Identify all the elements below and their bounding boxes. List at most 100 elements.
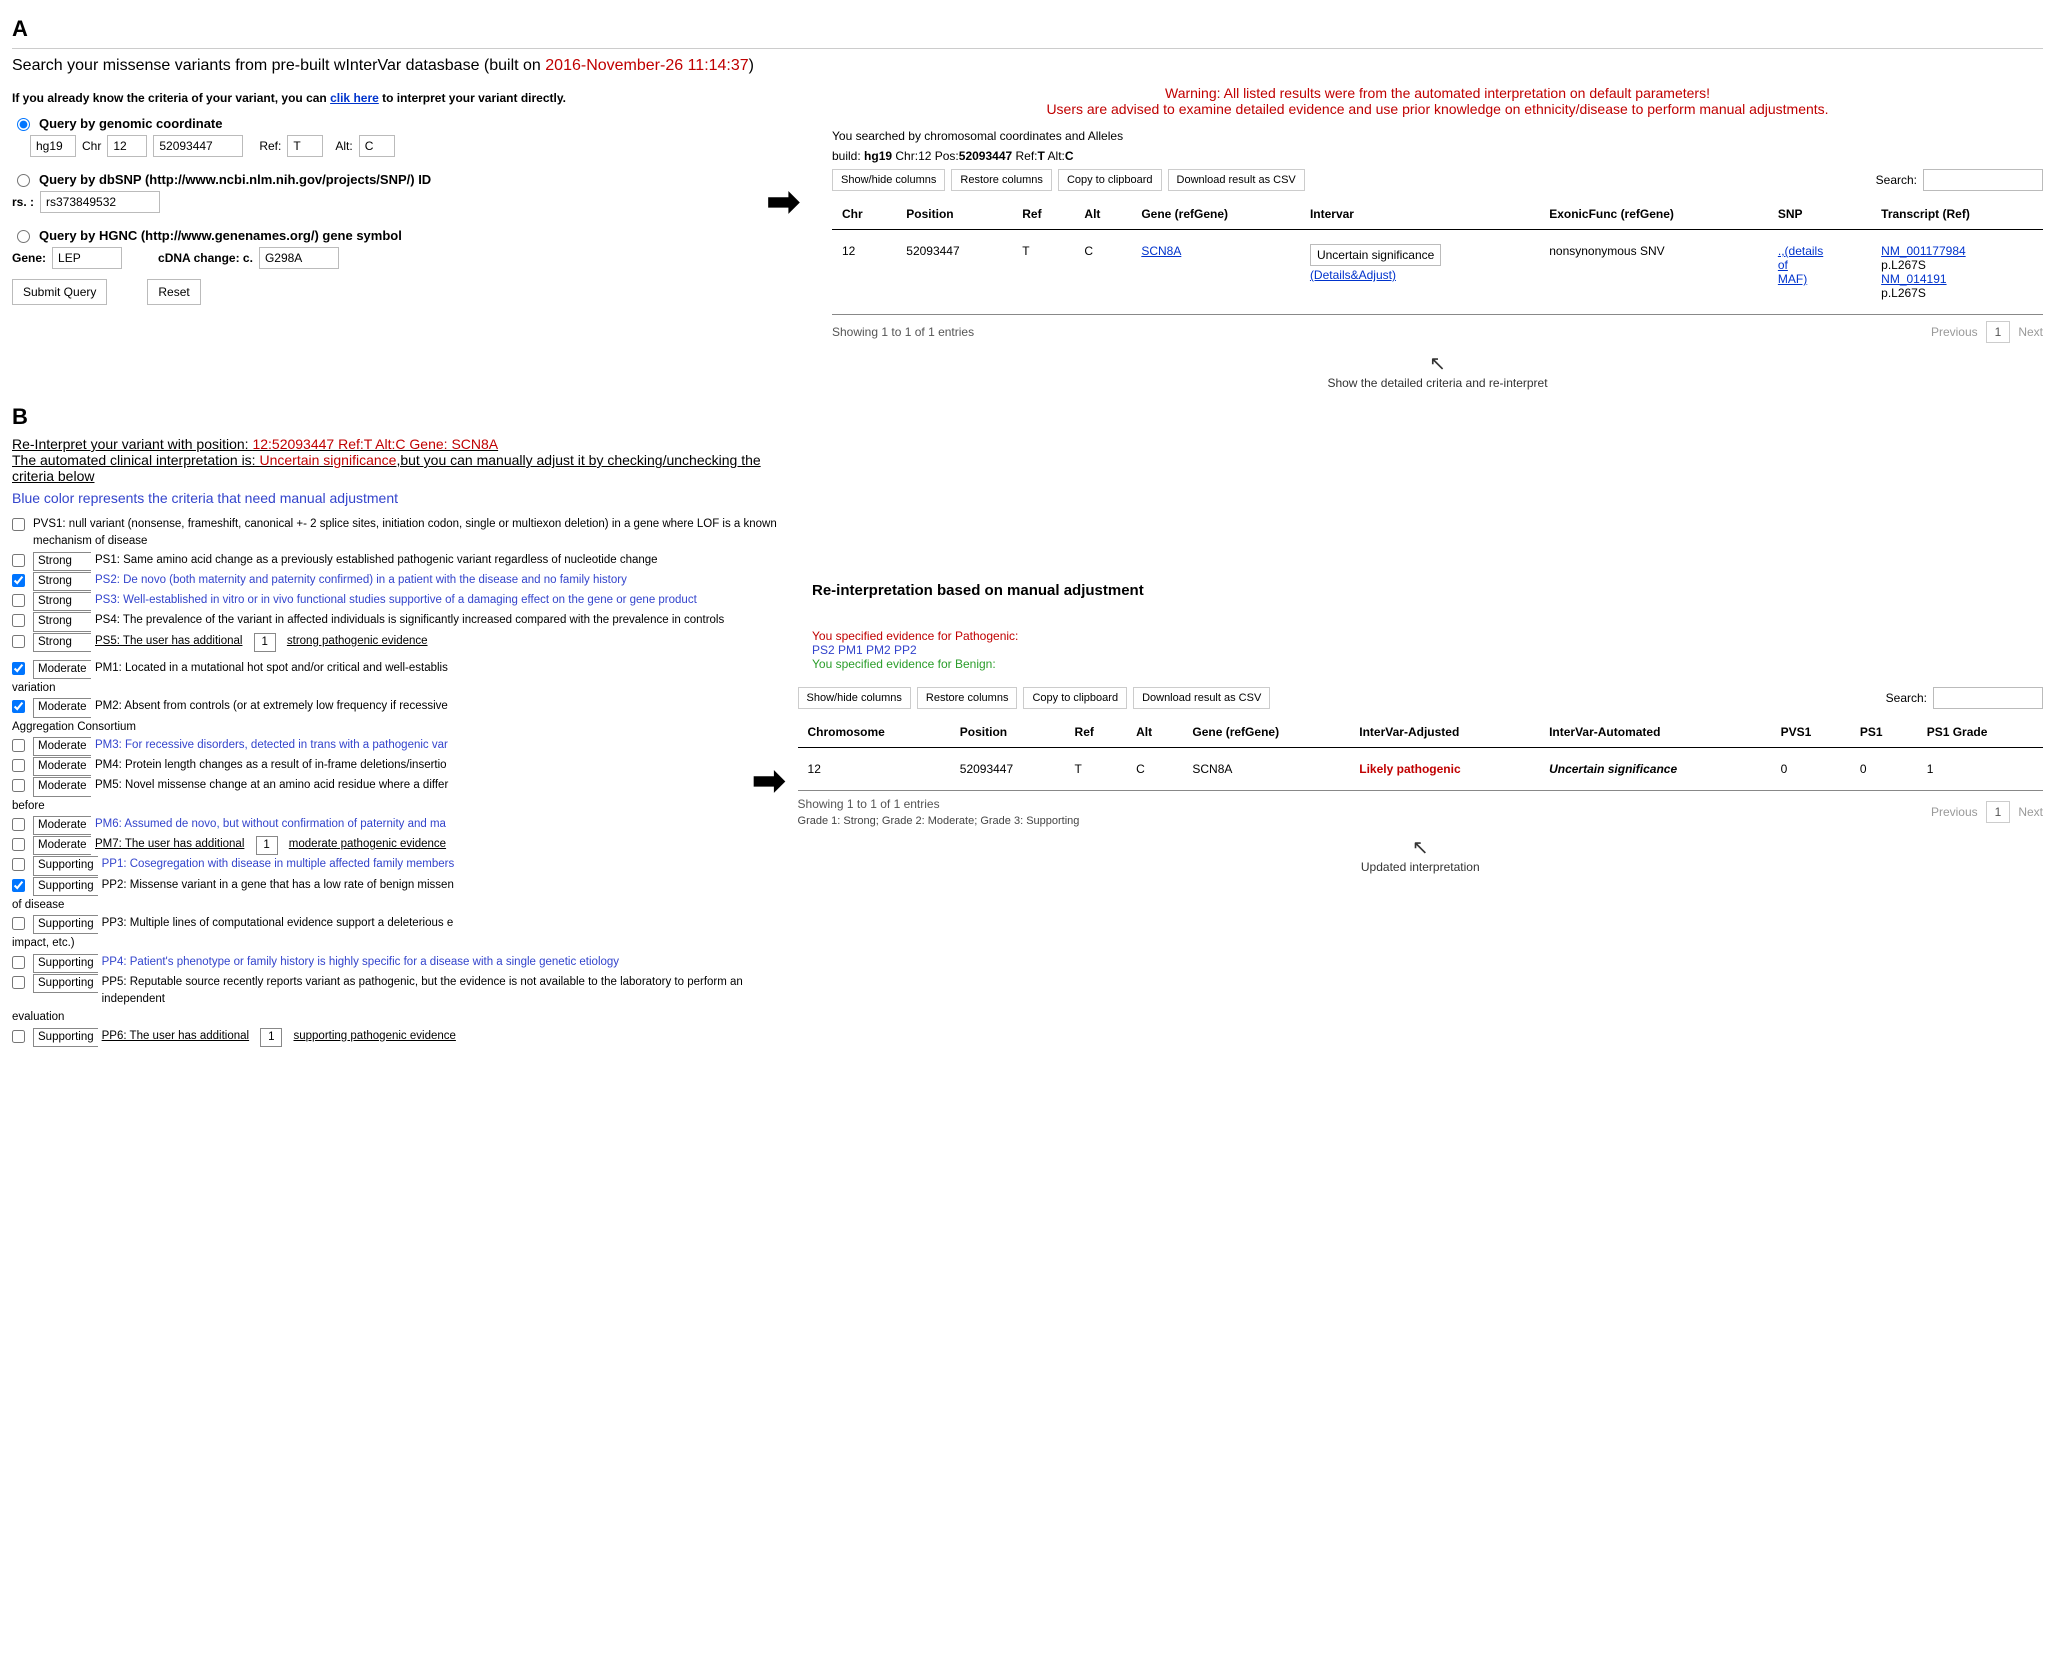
th2-chr[interactable]: Chromosome: [798, 717, 950, 748]
pp2-checkbox[interactable]: [12, 879, 25, 892]
table-row-2: 12 52093447 T C SCN8A Likely pathogenic …: [798, 748, 2043, 791]
divider: [12, 48, 2043, 49]
build-input[interactable]: [30, 135, 76, 157]
pp6-num[interactable]: 1: [260, 1028, 282, 1047]
supporting-label: Supporting: [33, 856, 98, 875]
th2-auto[interactable]: InterVar-Automated: [1539, 717, 1771, 748]
th2-ps1[interactable]: PS1: [1850, 717, 1917, 748]
transcript-link-2[interactable]: NM_014191: [1881, 272, 1946, 286]
copy-clipboard-button-2[interactable]: Copy to clipboard: [1023, 687, 1127, 709]
query-hgnc-label: Query by HGNC (http://www.genenames.org/…: [39, 228, 402, 243]
alt-input[interactable]: [359, 135, 395, 157]
arrow-icon-2: ➡: [752, 771, 786, 791]
pm2-checkbox[interactable]: [12, 700, 25, 713]
showing-text: Showing 1 to 1 of 1 entries: [832, 325, 974, 339]
clik-here-link[interactable]: clik here: [330, 91, 379, 105]
th2-pos[interactable]: Position: [950, 717, 1065, 748]
ps4-checkbox[interactable]: [12, 614, 25, 627]
ps5-checkbox[interactable]: [12, 635, 25, 648]
next-button[interactable]: Next: [2018, 325, 2043, 339]
arrow-up-icon: ↖: [832, 351, 2043, 376]
snp-link-2[interactable]: of: [1778, 258, 1788, 272]
ps1-text: PS1: Same amino acid change as a previou…: [95, 552, 792, 569]
gene-input[interactable]: [52, 247, 122, 269]
th-snp[interactable]: SNP: [1768, 199, 1871, 230]
prev-button-2[interactable]: Previous: [1931, 805, 1978, 819]
search-label-2: Search:: [1886, 691, 1927, 705]
snp-link-3[interactable]: MAF): [1778, 272, 1807, 286]
th-transcript[interactable]: Transcript (Ref): [1871, 199, 2043, 230]
pp3-cont: impact, etc.): [12, 935, 75, 952]
pm1-checkbox[interactable]: [12, 662, 25, 675]
cell2-alt: C: [1126, 748, 1182, 791]
search-label: Search:: [1876, 173, 1917, 187]
page-number-2[interactable]: 1: [1986, 801, 2011, 823]
ps3-checkbox[interactable]: [12, 594, 25, 607]
copy-clipboard-button[interactable]: Copy to clipboard: [1058, 169, 1162, 191]
pos-input[interactable]: [153, 135, 243, 157]
th2-alt[interactable]: Alt: [1126, 717, 1182, 748]
chr-label: Chr: [82, 139, 101, 153]
moderate-label: Moderate: [33, 660, 91, 679]
pm7-num[interactable]: 1: [256, 836, 278, 855]
table-search-input[interactable]: [1923, 169, 2043, 191]
pm3-checkbox[interactable]: [12, 739, 25, 752]
th2-gene[interactable]: Gene (refGene): [1182, 717, 1349, 748]
pm7-checkbox[interactable]: [12, 838, 25, 851]
ps2-checkbox[interactable]: [12, 574, 25, 587]
page-number[interactable]: 1: [1986, 321, 2011, 343]
download-csv-button[interactable]: Download result as CSV: [1168, 169, 1305, 191]
pm4-checkbox[interactable]: [12, 759, 25, 772]
transcript-link-1[interactable]: NM_001177984: [1881, 244, 1966, 258]
table-search-input-2[interactable]: [1933, 687, 2043, 709]
cell2-gene: SCN8A: [1182, 748, 1349, 791]
th-intervar[interactable]: Intervar: [1300, 199, 1539, 230]
query-dbsnp-radio[interactable]: [17, 174, 30, 187]
next-button-2[interactable]: Next: [2018, 805, 2043, 819]
rs-input[interactable]: [40, 191, 160, 213]
cdna-input[interactable]: [259, 247, 339, 269]
ps1-checkbox[interactable]: [12, 554, 25, 567]
th2-adj[interactable]: InterVar-Adjusted: [1349, 717, 1539, 748]
pm5-checkbox[interactable]: [12, 779, 25, 792]
download-csv-button-2[interactable]: Download result as CSV: [1133, 687, 1270, 709]
pp5-checkbox[interactable]: [12, 976, 25, 989]
details-adjust-link[interactable]: (Details&Adjust): [1310, 268, 1396, 282]
snp-link-1[interactable]: .,(details: [1778, 244, 1823, 258]
reset-button[interactable]: Reset: [147, 279, 200, 305]
restore-cols-button[interactable]: Restore columns: [951, 169, 1052, 191]
th2-pvs1[interactable]: PVS1: [1771, 717, 1850, 748]
protein-2: p.L267S: [1881, 286, 1926, 300]
submit-query-button[interactable]: Submit Query: [12, 279, 107, 305]
showhide-cols-button-2[interactable]: Show/hide columns: [798, 687, 911, 709]
restore-cols-button-2[interactable]: Restore columns: [917, 687, 1018, 709]
chr-input[interactable]: [107, 135, 147, 157]
pvs1-checkbox[interactable]: [12, 518, 25, 531]
pm6-checkbox[interactable]: [12, 818, 25, 831]
pp4-checkbox[interactable]: [12, 956, 25, 969]
cell2-ps1: 0: [1850, 748, 1917, 791]
th-gene[interactable]: Gene (refGene): [1131, 199, 1300, 230]
showhide-cols-button[interactable]: Show/hide columns: [832, 169, 945, 191]
ps5-num[interactable]: 1: [254, 633, 276, 652]
supporting-label: Supporting: [33, 915, 98, 934]
pp6-checkbox[interactable]: [12, 1030, 25, 1043]
prev-button[interactable]: Previous: [1931, 325, 1978, 339]
pp1-checkbox[interactable]: [12, 858, 25, 871]
th2-ref[interactable]: Ref: [1065, 717, 1127, 748]
th-pos[interactable]: Position: [896, 199, 1012, 230]
showing-text-2: Showing 1 to 1 of 1 entries: [798, 797, 1080, 811]
cell2-ps1g: 1: [1917, 748, 2043, 791]
th2-ps1g[interactable]: PS1 Grade: [1917, 717, 2043, 748]
th-chr[interactable]: Chr: [832, 199, 896, 230]
pp3-checkbox[interactable]: [12, 917, 25, 930]
cell2-auto: Uncertain significance: [1539, 748, 1771, 791]
th-alt[interactable]: Alt: [1074, 199, 1131, 230]
query-hgnc-radio[interactable]: [17, 230, 30, 243]
query-coord-radio[interactable]: [17, 118, 30, 131]
th-exonic[interactable]: ExonicFunc (refGene): [1539, 199, 1768, 230]
gene-link[interactable]: SCN8A: [1141, 244, 1181, 258]
th-ref[interactable]: Ref: [1012, 199, 1074, 230]
ref-input[interactable]: [287, 135, 323, 157]
supporting-label: Supporting: [33, 954, 98, 973]
